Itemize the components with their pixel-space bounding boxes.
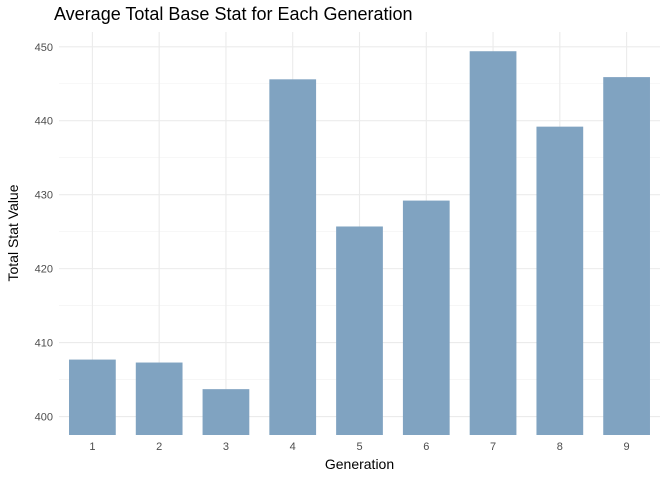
bar-generation-3 (202, 389, 250, 435)
chart-title: Average Total Base Stat for Each Generat… (54, 4, 413, 24)
y-tick-label: 420 (35, 264, 53, 276)
x-tick-label: 5 (356, 441, 362, 453)
bar-layer (69, 51, 650, 436)
x-tick-label: 1 (89, 441, 95, 453)
bar-generation-6 (402, 200, 450, 435)
x-tick-label: 2 (156, 441, 162, 453)
x-tick-label: 4 (290, 441, 296, 453)
y-tick-label: 450 (35, 42, 53, 54)
bar-generation-4 (269, 79, 317, 435)
bar-generation-5 (336, 226, 383, 435)
x-axis-title: Generation (325, 456, 394, 472)
tick-layer: 400 410 420 430 440 450 1 2 3 4 5 6 7 8 9 (35, 42, 630, 453)
x-tick-label: 7 (490, 441, 496, 453)
x-tick-label: 3 (223, 441, 229, 453)
y-tick-label: 430 (35, 190, 53, 202)
y-tick-label: 410 (35, 338, 53, 350)
y-tick-label: 400 (35, 412, 53, 424)
y-axis-title: Total Stat Value (5, 184, 21, 281)
bar-generation-1 (69, 359, 116, 435)
x-tick-label: 6 (423, 441, 429, 453)
x-tick-label: 8 (557, 441, 563, 453)
y-tick-label: 440 (35, 116, 53, 128)
bar-generation-9 (603, 77, 650, 436)
bar-generation-2 (135, 362, 183, 435)
bar-generation-7 (469, 51, 517, 435)
x-tick-label: 9 (624, 441, 630, 453)
bar-generation-8 (536, 126, 584, 436)
